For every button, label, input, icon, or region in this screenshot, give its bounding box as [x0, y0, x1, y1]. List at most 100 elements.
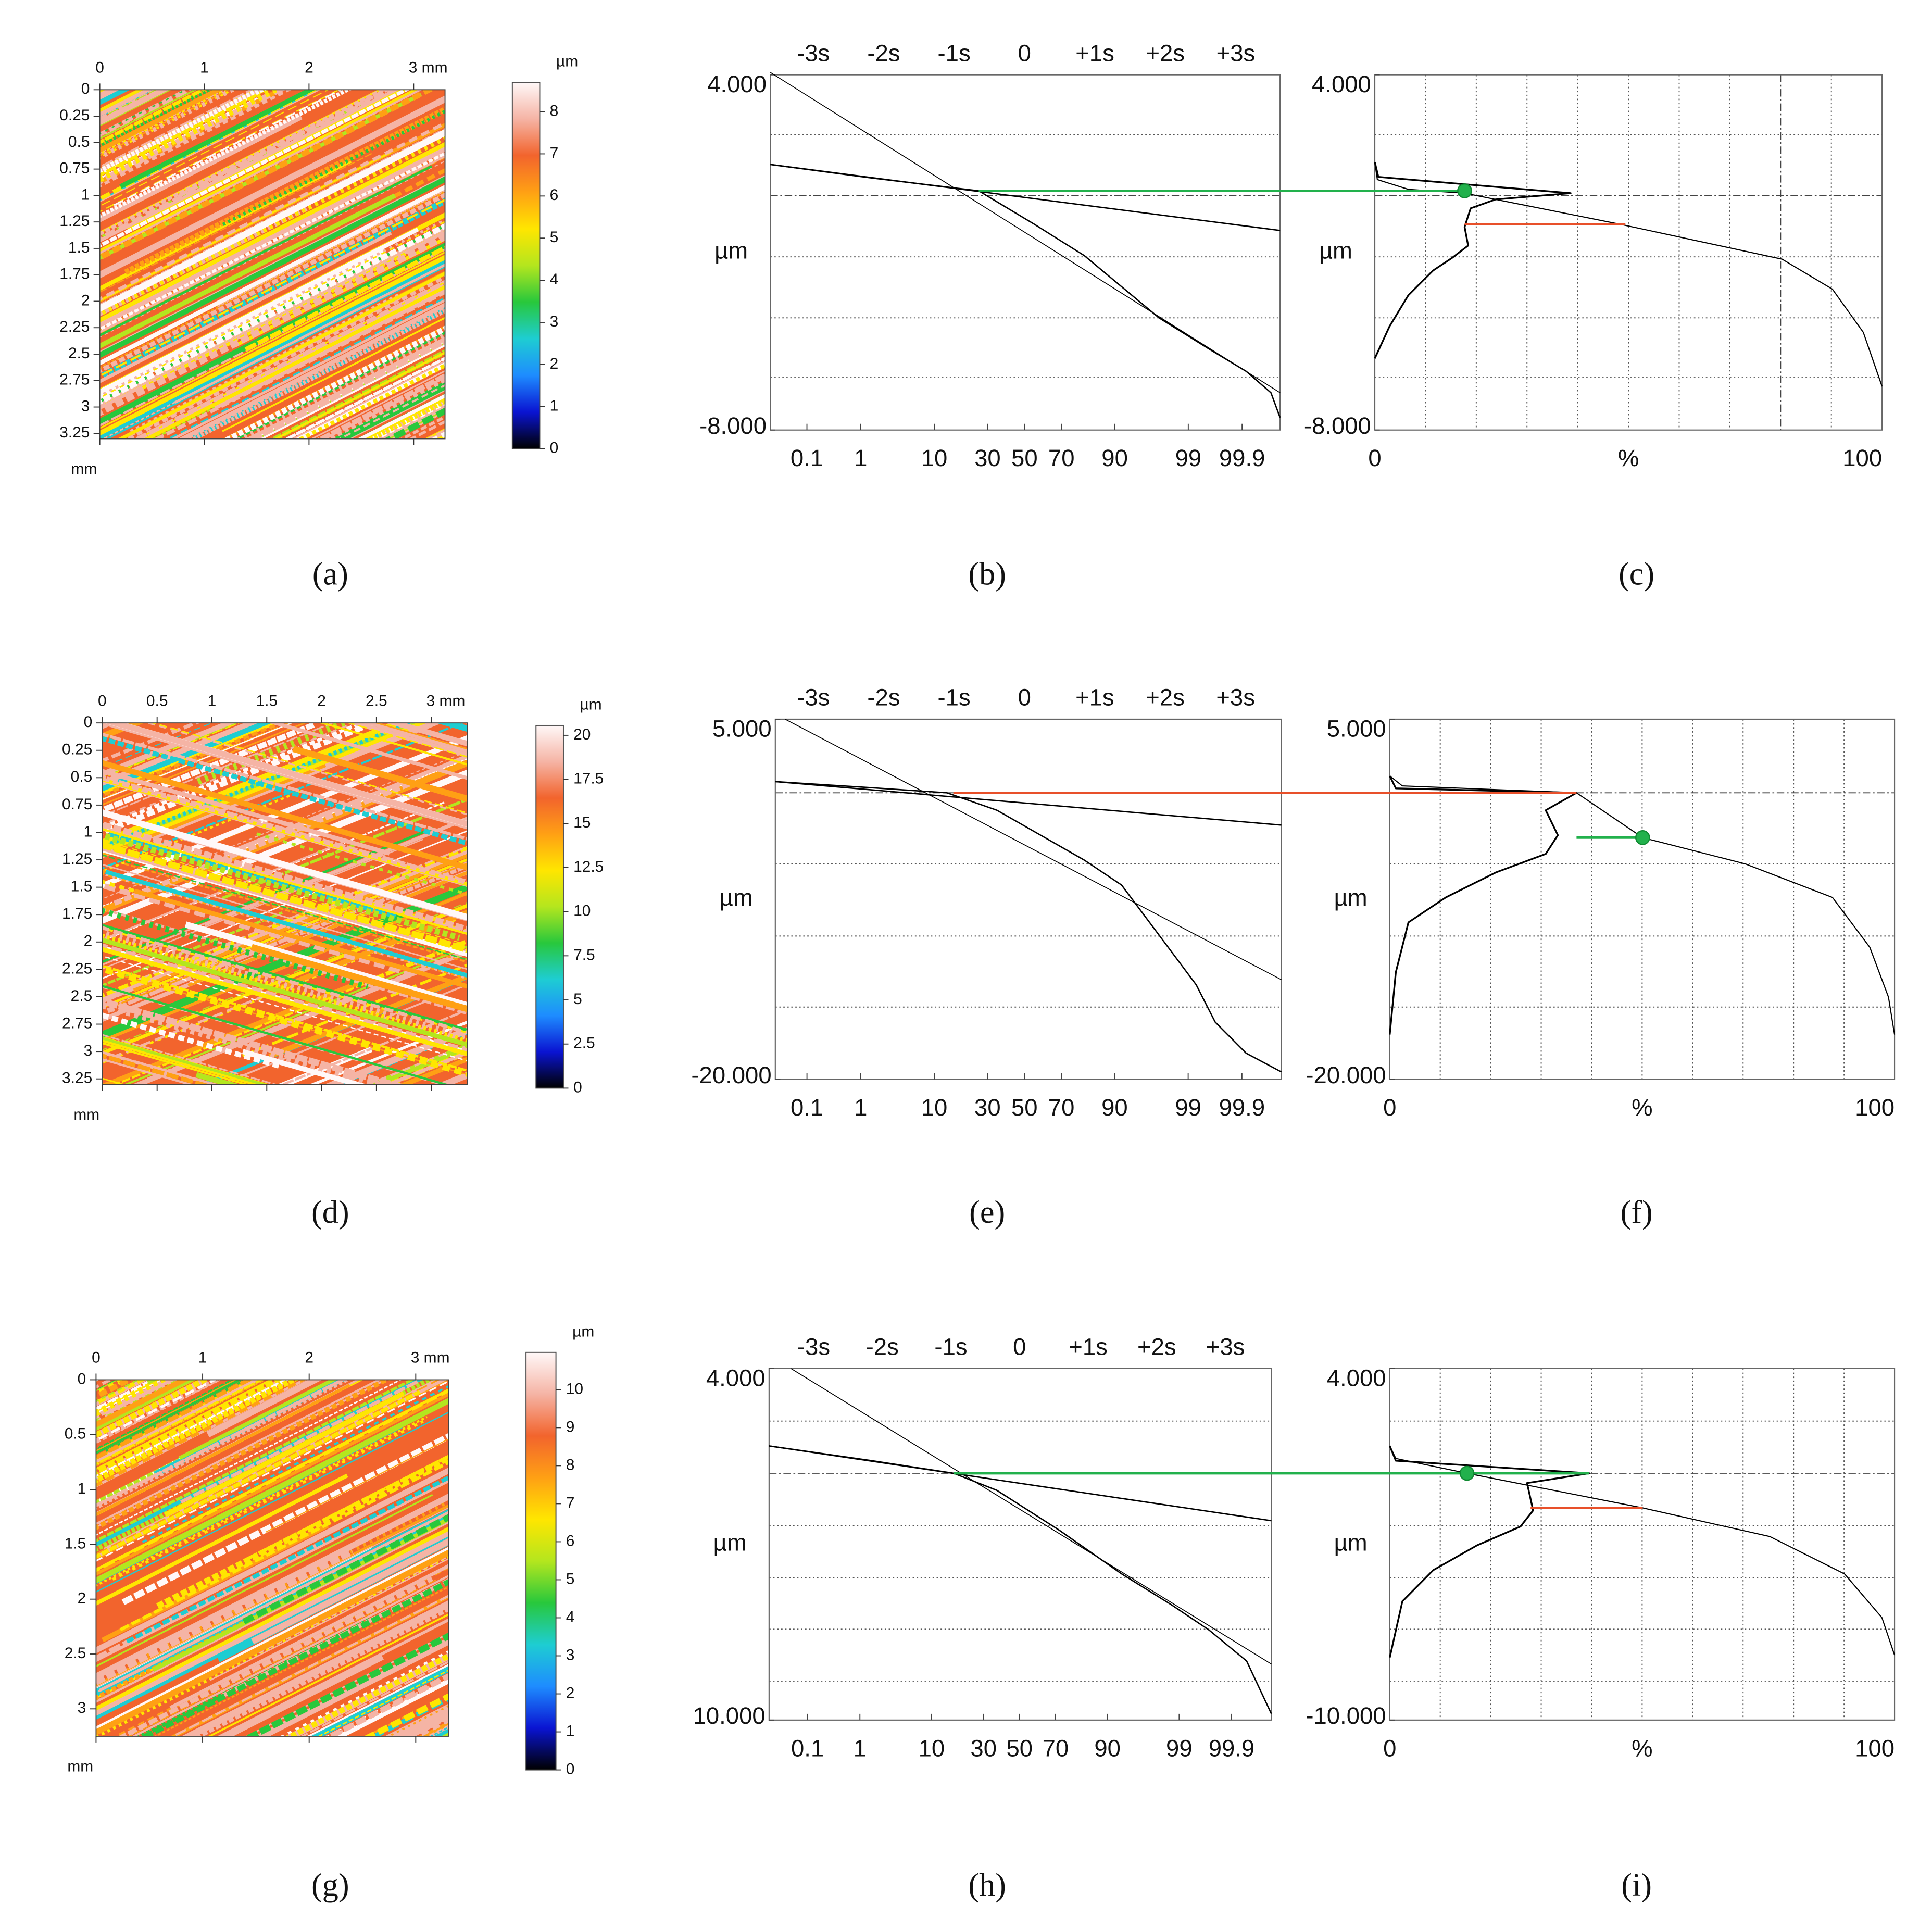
- height-stripe: [96, 1380, 190, 1428]
- height-stripe: [102, 723, 468, 830]
- height-stripe: [99, 90, 330, 207]
- x-tick-label: 30: [974, 1094, 1001, 1121]
- sigma-tick-label: +2s: [1137, 1334, 1176, 1360]
- height-stripe: [102, 901, 468, 1051]
- height-stripe: [99, 90, 410, 248]
- height-stripe: [213, 287, 445, 410]
- height-stripe: [190, 308, 445, 439]
- height-stripe: [102, 998, 404, 1085]
- y-tick-label: 2.5: [65, 1645, 86, 1662]
- panel-caption: (d): [311, 1195, 349, 1230]
- height-stripe: [102, 1001, 390, 1085]
- height-stripe: [99, 90, 397, 241]
- height-stripe: [285, 1652, 449, 1736]
- y-tick-label: 0.5: [65, 1425, 86, 1443]
- x-tick-label: 0.5: [146, 692, 168, 709]
- height-stripe: [102, 801, 446, 942]
- height-stripe: [222, 109, 445, 227]
- fit-line: [791, 1368, 1272, 1665]
- height-map: [99, 90, 445, 439]
- colorbar-unit: µm: [572, 1323, 594, 1340]
- colorbar-tick-label: 8: [550, 102, 559, 119]
- x-tick-label: 99.9: [1219, 1094, 1265, 1121]
- sigma-tick-label: +3s: [1206, 1334, 1245, 1360]
- height-stripe: [180, 304, 445, 439]
- colorbar-tick-label: 15: [573, 814, 591, 831]
- y-tick-label: 2.5: [71, 987, 93, 1005]
- sigma-tick-label: +3s: [1216, 684, 1255, 711]
- height-stripe: [96, 1467, 449, 1653]
- height-stripe: [242, 1049, 367, 1085]
- y-tick-label: 1.25: [59, 212, 90, 230]
- height-stripe: [99, 90, 436, 261]
- height-stripe: [96, 1531, 449, 1716]
- height-stripe: [310, 1665, 449, 1736]
- sigma-tick-label: -1s: [938, 684, 971, 711]
- height-stripe: [150, 723, 468, 814]
- height-stripe: [145, 723, 468, 816]
- height-stripe: [391, 1707, 449, 1736]
- height-map: [102, 723, 468, 1085]
- x-tick-label: 100: [1855, 1094, 1895, 1121]
- height-stripe: [99, 176, 445, 358]
- panel-caption: (h): [968, 1868, 1006, 1903]
- height-stripe: [117, 271, 445, 439]
- x-tick-label: 2.5: [366, 692, 387, 709]
- y-tick-label: 3.25: [59, 424, 90, 441]
- height-stripe: [99, 90, 353, 219]
- x-tick-label: 0.1: [791, 445, 823, 471]
- x-tick-label: 10: [919, 1735, 945, 1761]
- height-stripe: [96, 1384, 350, 1516]
- sigma-tick-label: -2s: [867, 684, 900, 711]
- height-stripe: [96, 1390, 421, 1559]
- y-tick-label: 2: [84, 933, 93, 950]
- bearing-curve: [1389, 775, 1896, 1035]
- colorbar-tick-label: 7.5: [573, 946, 595, 963]
- height-histogram: [1389, 1445, 1590, 1658]
- colorbar-tick-label: 5: [550, 229, 559, 246]
- height-stripe: [102, 732, 468, 841]
- x-tick-label: 0: [1368, 445, 1381, 471]
- fit-line: [775, 781, 1282, 826]
- height-stripe: [102, 1043, 248, 1085]
- height-stripe: [102, 907, 468, 1015]
- height-stripe: [153, 1586, 449, 1736]
- height-stripe: [114, 781, 412, 906]
- height-stripe: [99, 233, 445, 417]
- y-tick-label: 2: [81, 292, 90, 309]
- height-stripe: [102, 1034, 278, 1085]
- sigma-tick-label: 0: [1013, 1334, 1026, 1360]
- x-tick-label: 10: [921, 1094, 948, 1121]
- panel-caption: (a): [312, 556, 348, 592]
- height-stripe: [184, 921, 468, 1009]
- y-tick-label: 2.75: [62, 1014, 92, 1032]
- height-stripe: [222, 317, 445, 432]
- bearing-frame: [1389, 1368, 1896, 1721]
- marker-dot: [1459, 1465, 1475, 1481]
- height-stripe: [96, 1507, 449, 1688]
- y-tick-label: 1: [81, 186, 90, 203]
- height-stripe: [102, 775, 468, 883]
- y-tick-label: 2.5: [68, 345, 90, 362]
- x-tick-label: 2: [317, 692, 326, 709]
- x-tick-label: 99: [1175, 445, 1202, 471]
- height-stripe: [102, 937, 468, 1047]
- axis-unit: mm: [73, 1106, 99, 1123]
- x-tick-label: 0: [1383, 1094, 1396, 1121]
- y-tick-label: 2.75: [59, 371, 90, 389]
- height-stripe: [102, 777, 468, 885]
- height-stripe: [102, 809, 468, 921]
- height-stripe: [96, 1380, 222, 1444]
- x-tick-label: 70: [1048, 445, 1075, 471]
- x-tick-label: 99: [1166, 1735, 1193, 1761]
- colorbar-tick-label: 10: [566, 1380, 583, 1397]
- height-stripe: [99, 90, 420, 253]
- height-stripe: [104, 265, 445, 439]
- y-axis-label: µm: [1334, 884, 1368, 911]
- height-stripe: [102, 955, 468, 1062]
- y-tick-label: 4.000: [706, 1364, 766, 1391]
- height-stripe: [96, 1380, 449, 1562]
- y-tick-label: 0: [78, 1370, 86, 1387]
- height-stripe: [102, 723, 272, 792]
